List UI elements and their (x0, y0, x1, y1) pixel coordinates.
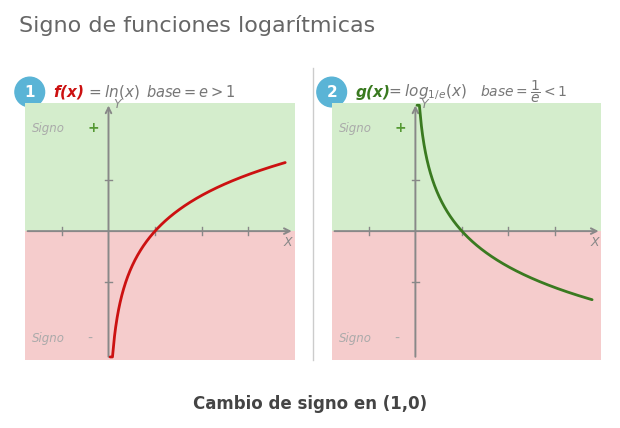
Text: Y: Y (113, 98, 121, 111)
Text: 2: 2 (326, 84, 337, 100)
Text: Cambio de signo en (1,0): Cambio de signo en (1,0) (193, 395, 427, 413)
Text: $\mathit{base} {=} \dfrac{1}{e} {<} 1$: $\mathit{base} {=} \dfrac{1}{e} {<} 1$ (480, 79, 568, 105)
Text: Signo: Signo (339, 122, 371, 135)
Text: -: - (394, 332, 399, 346)
Text: $\bfit{g(x)}$: $\bfit{g(x)}$ (355, 83, 390, 101)
Text: +: + (394, 122, 406, 135)
Text: 1: 1 (25, 84, 35, 100)
Text: -: - (87, 332, 92, 346)
Text: Signo de funciones logarítmicas: Signo de funciones logarítmicas (19, 15, 375, 36)
Circle shape (15, 77, 45, 107)
Circle shape (317, 77, 347, 107)
Text: $\mathit{= log}_{1/e}\mathit{(x)}$: $\mathit{= log}_{1/e}\mathit{(x)}$ (386, 82, 467, 102)
Text: Y: Y (420, 98, 428, 111)
Text: X: X (590, 235, 599, 249)
Text: Signo: Signo (339, 333, 371, 345)
Text: $\mathit{base = e > 1}$: $\mathit{base = e > 1}$ (146, 84, 236, 100)
Text: X: X (283, 235, 292, 249)
Text: $\bfit{f(x)}$: $\bfit{f(x)}$ (53, 83, 84, 101)
Text: +: + (87, 122, 99, 135)
Text: $\mathit{= ln(x)}$: $\mathit{= ln(x)}$ (86, 83, 140, 101)
Text: Signo: Signo (32, 122, 64, 135)
Text: Signo: Signo (32, 333, 64, 345)
